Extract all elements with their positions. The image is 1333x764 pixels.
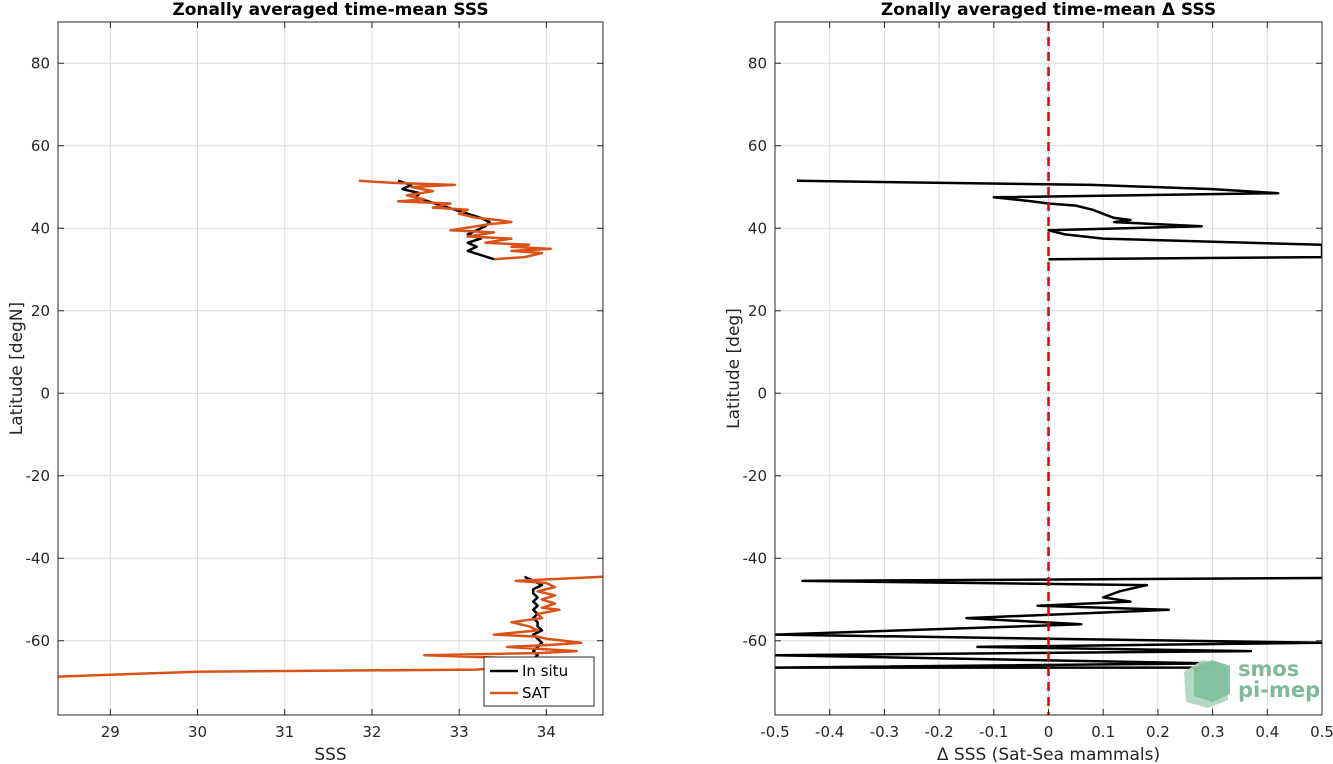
x-tick-label: 0.4: [1255, 723, 1279, 741]
y-tick-label: 40: [748, 219, 767, 237]
x-tick-label: 34: [537, 723, 556, 741]
x-tick-label: 32: [362, 723, 381, 741]
y-tick-label: 80: [748, 54, 767, 72]
logo-text-line2: pi-mep: [1238, 678, 1320, 702]
y-tick-label: -60: [26, 632, 51, 650]
y-tick-label: 60: [31, 137, 50, 155]
logo-text-line1: smos: [1238, 657, 1299, 681]
right-xticks: -0.5 -0.4 -0.3 -0.2 -0.1 0 0.1 0.2 0.3 0.4 0.5: [760, 22, 1333, 741]
x-tick-label: 0.2: [1146, 723, 1170, 741]
left-panel: 29 30 31 32 33 34 -60 -40 -20 0 20 40 60 80 Zonally …: [7, 0, 604, 764]
y-tick-label: -60: [743, 632, 768, 650]
x-tick-label: 31: [275, 723, 294, 741]
x-tick-label: 0.1: [1091, 723, 1115, 741]
left-yticks: -60 -40 -20 0 20 40 60 80: [26, 54, 603, 650]
x-tick-label: -0.5: [760, 723, 789, 741]
y-tick-label: 20: [31, 302, 50, 320]
x-tick-label: -0.2: [924, 723, 953, 741]
y-tick-label: 80: [31, 54, 50, 72]
left-data: [58, 179, 603, 678]
x-tick-label: -0.4: [815, 723, 844, 741]
series-line-sat-2: [358, 179, 552, 261]
right-chart-title: Zonally averaged time-mean Δ SSS: [881, 0, 1216, 20]
legend-box: [483, 656, 595, 707]
y-tick-label: 40: [31, 219, 50, 237]
left-y-axis-label: Latitude [degN]: [7, 302, 27, 435]
right-x-axis-label: Δ SSS (Sat-Sea mammals): [937, 745, 1160, 764]
legend-label-sat: SAT: [522, 684, 551, 702]
series-line-delta-sss-1: [775, 576, 1322, 669]
y-tick-label: -40: [743, 549, 768, 567]
left-xticks: 29 30 31 32 33 34: [101, 22, 556, 741]
x-tick-label: 0.5: [1310, 723, 1333, 741]
smos-pi-mep-logo: smos pi-mep: [1184, 657, 1320, 708]
y-tick-label: 0: [40, 384, 50, 402]
x-tick-label: 0.3: [1201, 723, 1225, 741]
legend: In situ SAT: [483, 656, 595, 707]
left-chart-title: Zonally averaged time-mean SSS: [172, 0, 488, 20]
y-tick-label: -20: [743, 467, 768, 485]
series-line-in-situ-0: [397, 179, 495, 261]
x-tick-label: -0.3: [870, 723, 899, 741]
legend-label-in-situ: In situ: [522, 662, 568, 680]
left-x-axis-label: SSS: [314, 745, 346, 764]
right-data: [775, 179, 1322, 669]
left-plot-frame: [57, 21, 604, 716]
x-tick-label: 30: [188, 723, 207, 741]
x-tick-label: 33: [450, 723, 469, 741]
y-tick-label: 20: [748, 302, 767, 320]
series-line-delta-sss-0: [796, 179, 1322, 261]
right-yticks: -60 -40 -20 0 20 40 60 80: [743, 54, 1322, 650]
right-panel: smos pi-mep -0.5 -0.4 -0.3 -0.2 -0.1 0 0.1 0.2 0…: [724, 0, 1333, 764]
y-tick-label: 60: [748, 137, 767, 155]
x-tick-label: 0: [1044, 723, 1054, 741]
logo-mark-front: [1194, 660, 1230, 702]
x-tick-label: -0.1: [979, 723, 1008, 741]
x-tick-label: 29: [101, 723, 120, 741]
y-tick-label: -20: [26, 467, 51, 485]
left-grid: [58, 22, 603, 715]
y-tick-label: -40: [26, 549, 51, 567]
right-y-axis-label: Latitude [deg]: [724, 308, 744, 429]
y-tick-label: 0: [757, 384, 767, 402]
